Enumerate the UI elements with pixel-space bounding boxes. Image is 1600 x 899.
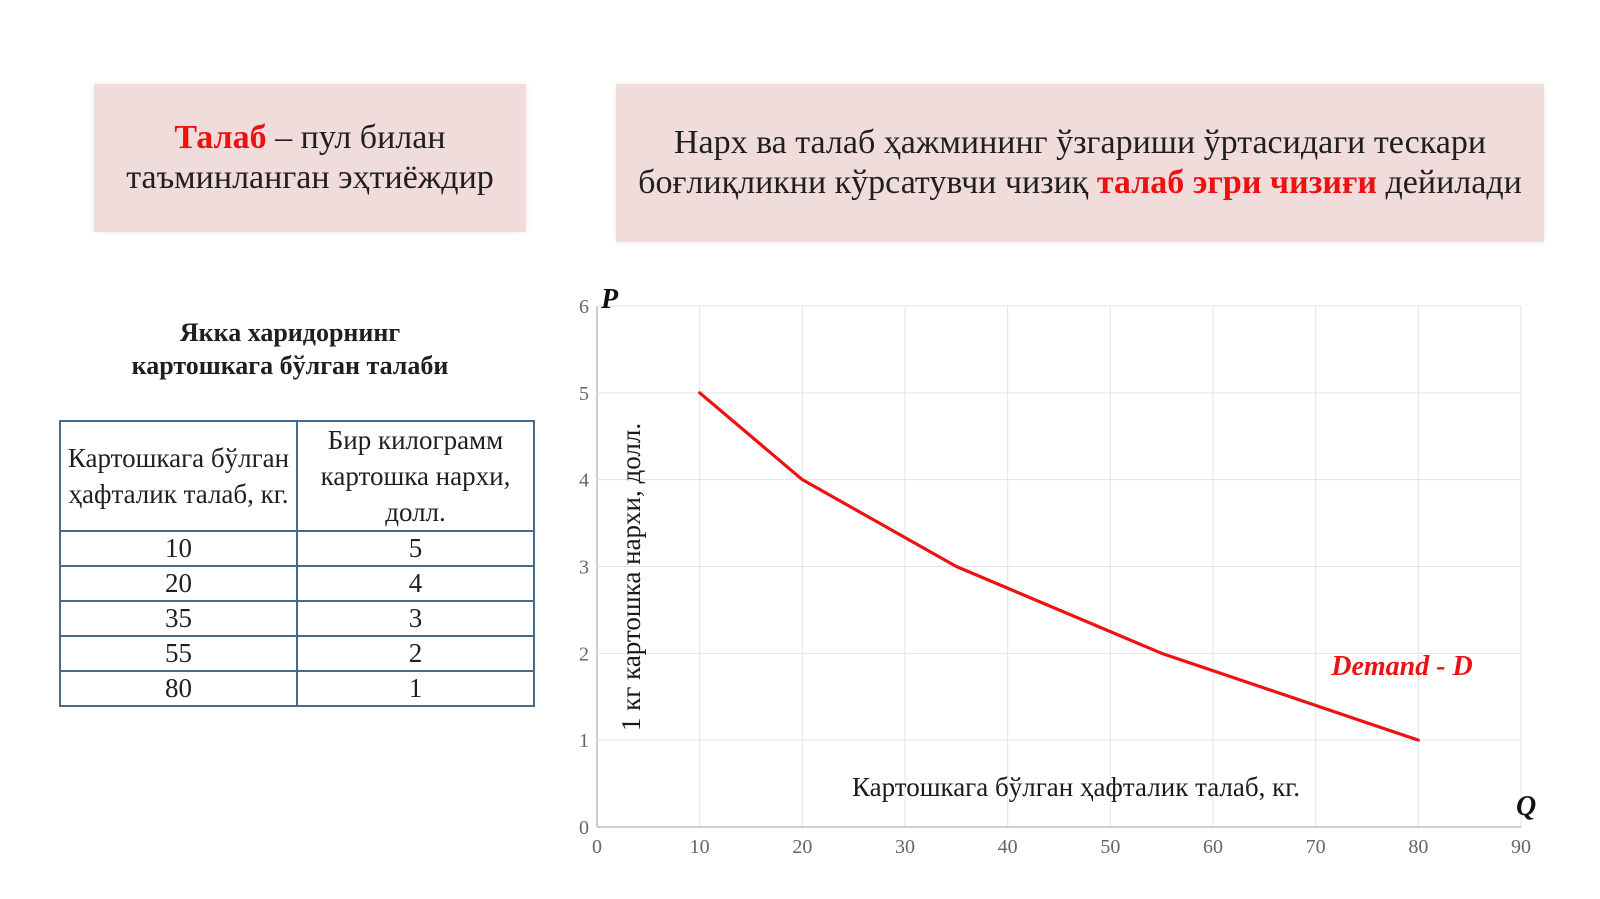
curve-text-before: Нарх ва талаб ҳажмининг ўзгариши ўртасид… [638, 124, 1487, 201]
table-row: 80 1 [59, 670, 535, 707]
x-tick-label: 80 [1408, 836, 1428, 858]
table-title-line2: картошкага бўлган талаби [131, 351, 449, 380]
x-tick-label: 60 [1203, 836, 1223, 858]
y-tick-label: 2 [579, 643, 589, 665]
curve-highlight: талаб эгри чизиғи [1096, 164, 1377, 201]
curve-definition-text: Нарх ва талаб ҳажмининг ўзгариши ўртасид… [632, 123, 1528, 203]
cell-quantity: 55 [59, 635, 298, 672]
x-tick-label: 70 [1306, 836, 1326, 858]
cell-quantity: 20 [59, 565, 298, 602]
cell-price: 2 [296, 635, 535, 672]
chart-series [698, 391, 1420, 742]
definition-box: Талаб – пул билан таъминланган эҳтиёждир [94, 84, 526, 232]
table-row: 20 4 [59, 565, 535, 602]
x-tick-label: 0 [592, 836, 602, 858]
x-tick-label: 40 [998, 836, 1018, 858]
definition-text: Талаб – пул билан таъминланган эҳтиёждир [104, 118, 516, 198]
demand-curve [698, 391, 1420, 742]
x-tick-label: 20 [792, 836, 812, 858]
cell-quantity: 10 [59, 530, 298, 567]
table-header-row: Картошкага бўлган ҳафталик талаб, кг. Би… [59, 420, 535, 532]
table-row: 55 2 [59, 635, 535, 672]
y-tick-label: 0 [579, 817, 589, 839]
y-tick-label: 6 [579, 296, 589, 318]
cell-price: 5 [296, 530, 535, 567]
cell-price: 1 [296, 670, 535, 707]
y-tick-label: 5 [579, 383, 589, 405]
definition-term: Талаб [174, 119, 267, 156]
definition-body: – пул билан таъминланган эҳтиёждир [126, 119, 494, 196]
x-tick-label: 50 [1100, 836, 1120, 858]
y-axis-letter: P [600, 284, 619, 315]
x-axis-title: Картошкага бўлган ҳафталик талаб, кг. [852, 772, 1300, 802]
table-row: 10 5 [59, 530, 535, 567]
chart-ticks: 0 10 20 30 40 50 60 70 80 90 0 1 2 3 4 5 6 [579, 296, 1531, 858]
x-tick-label: 90 [1511, 836, 1531, 858]
cell-price: 3 [296, 600, 535, 637]
table-title-line1: Якка харидорнинг [179, 318, 401, 347]
chart-grid [596, 305, 1522, 828]
y-axis-title: 1 кг картошка нархи, долл. [616, 423, 646, 731]
table-row: 35 3 [59, 600, 535, 637]
header-price: Бир килограмм картошка нархи, долл. [296, 420, 535, 532]
demand-table: Картошкага бўлган ҳафталик талаб, кг. Би… [59, 420, 535, 707]
curve-text-after: дейилади [1376, 164, 1522, 201]
cell-price: 4 [296, 565, 535, 602]
table-title: Якка харидорнинг картошкага бўлган талаб… [80, 316, 500, 382]
x-axis-letter: Q [1516, 791, 1536, 822]
y-tick-label: 3 [579, 557, 589, 579]
curve-definition-box: Нарх ва талаб ҳажмининг ўзгариши ўртасид… [616, 84, 1544, 242]
cell-quantity: 80 [59, 670, 298, 707]
y-tick-label: 1 [579, 730, 589, 752]
series-label: Demand - D [1330, 651, 1473, 682]
cell-quantity: 35 [59, 600, 298, 637]
x-tick-label: 30 [895, 836, 915, 858]
y-tick-label: 4 [579, 470, 589, 492]
x-tick-label: 10 [690, 836, 710, 858]
header-quantity: Картошкага бўлган ҳафталик талаб, кг. [59, 420, 298, 532]
